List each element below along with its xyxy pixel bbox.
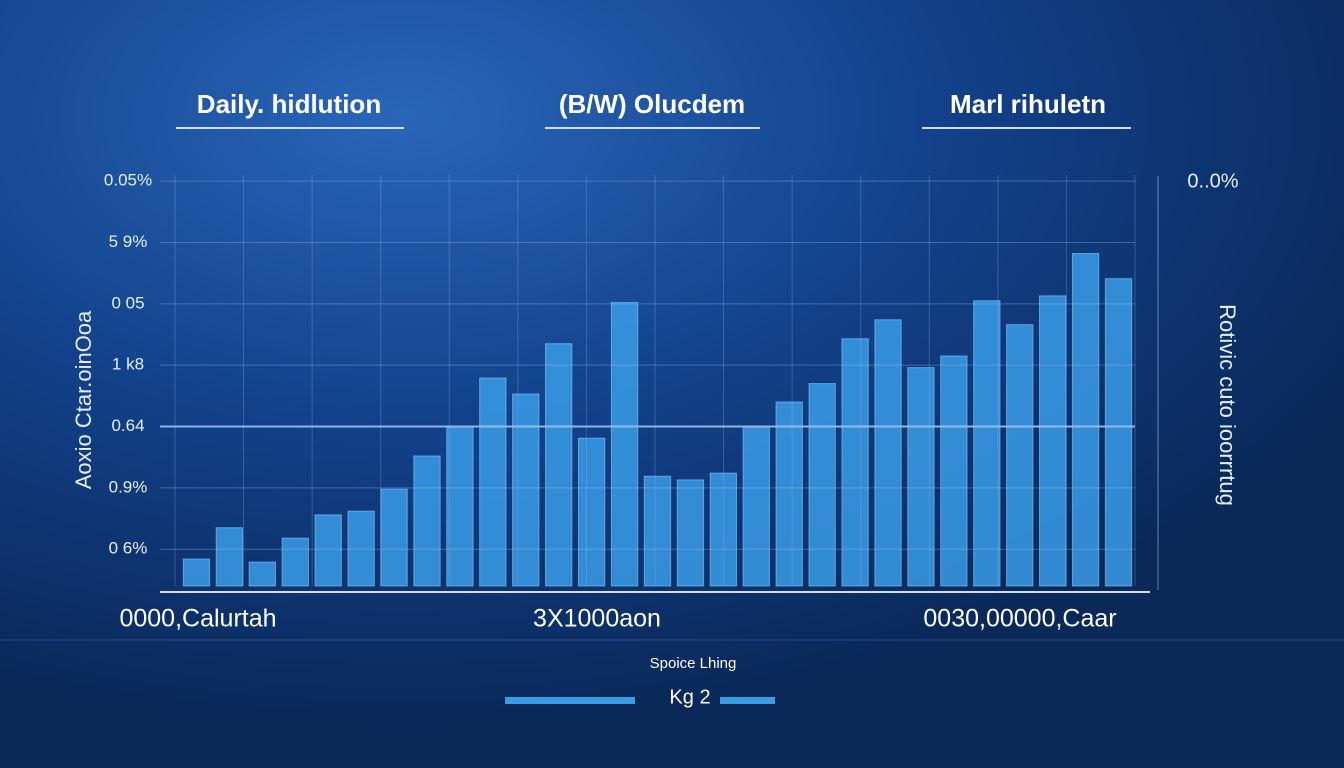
corner-label: 0..0% [1187,170,1238,192]
y-axis-label: Aoxio Ctar.oinOoa [71,310,96,489]
bar [676,479,705,587]
plot [182,253,1133,587]
bar [742,426,770,587]
bar [577,437,606,587]
bar [1006,324,1034,587]
bar [1039,295,1067,587]
bar [775,401,803,587]
y-tick-label: 0 05 [111,293,144,312]
y-tick-label: 1 k8 [112,355,144,374]
header: Daily. hidlution [197,89,381,119]
legend-swatch [720,697,775,704]
bar [215,527,244,587]
bar [182,558,211,587]
bar [973,300,1001,587]
bar [643,475,672,587]
y-tick-label: 5 9% [109,232,148,251]
bar [347,510,375,587]
bar [841,338,869,587]
y-tick-label: 0.9% [109,477,148,496]
legend-title: Spoice Lhing [650,655,737,672]
bar [512,393,540,587]
bar [610,302,639,587]
bar [446,426,474,587]
footer-label: 0000,Calurtah [119,605,276,633]
bar [874,319,902,587]
bar [281,537,309,587]
legend-label: Kg 2 [669,686,710,708]
bar [545,343,573,587]
bar [808,383,836,587]
bar [413,455,441,587]
y-tick-label: 0.05% [104,171,152,190]
bar [1104,278,1133,587]
bar [314,514,342,587]
header: Marl rihuletn [950,89,1106,119]
legend-swatch [505,697,635,704]
bar [907,367,935,587]
bar [940,355,968,587]
footer-label: 0030,00000,Caar [923,605,1116,633]
bar [709,472,738,587]
footer-label: 3X1000aon [533,605,661,633]
y-tick-label: 0.64 [111,416,144,435]
y2-axis-label: Rotivic cuto ioorrrtug [1215,304,1240,506]
bar [248,561,276,587]
bar [479,377,507,587]
y-tick-label: 0 6% [109,539,148,558]
header: (B/W) Olucdem [559,89,745,119]
bar [1071,253,1100,587]
bar [380,488,408,587]
